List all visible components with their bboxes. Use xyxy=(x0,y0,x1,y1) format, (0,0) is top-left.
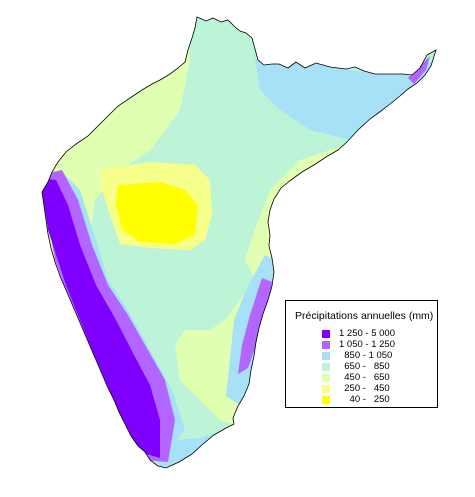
legend-item: 250 - 450 xyxy=(322,383,395,394)
legend-range-label: 450 - 650 xyxy=(339,372,390,383)
legend-swatch xyxy=(322,351,330,360)
region-outline xyxy=(41,16,437,469)
legend-range-label: 850 - 1 050 xyxy=(339,350,393,361)
legend-title: Précipitations annuelles (mm) xyxy=(295,310,434,322)
legend-item: 1 250 - 5 000 xyxy=(322,328,395,339)
legend-item: 1 050 - 1 250 xyxy=(322,339,395,350)
legend-range-label: 650 - 850 xyxy=(339,361,390,372)
legend-range-label: 1 050 - 1 250 xyxy=(339,339,395,350)
zone-wet-east xyxy=(238,278,272,374)
legend-list: 1 250 - 5 000 1 050 - 1 250 850 - 1 050 … xyxy=(322,328,395,405)
legend-swatch xyxy=(322,329,330,338)
legend-range-label: 40 - 250 xyxy=(339,394,390,405)
zone-very-wet-west xyxy=(42,178,160,458)
legend-swatch xyxy=(322,340,330,349)
legend-item: 650 - 850 xyxy=(322,361,395,372)
legend-swatch xyxy=(322,395,330,404)
legend-item: 40 - 250 xyxy=(322,394,395,405)
legend-range-label: 1 250 - 5 000 xyxy=(339,328,395,339)
legend-item: 450 - 650 xyxy=(322,372,395,383)
zone-wet-northeast-tip xyxy=(408,56,430,84)
legend-range-label: 250 - 450 xyxy=(339,383,390,394)
zone-very-dry-core xyxy=(116,182,198,244)
map-legend: Précipitations annuelles (mm) 1 250 - 5 … xyxy=(285,300,438,408)
legend-item: 850 - 1 050 xyxy=(322,350,395,361)
legend-swatch xyxy=(322,384,330,393)
legend-swatch xyxy=(322,373,330,382)
legend-swatch xyxy=(322,362,330,371)
